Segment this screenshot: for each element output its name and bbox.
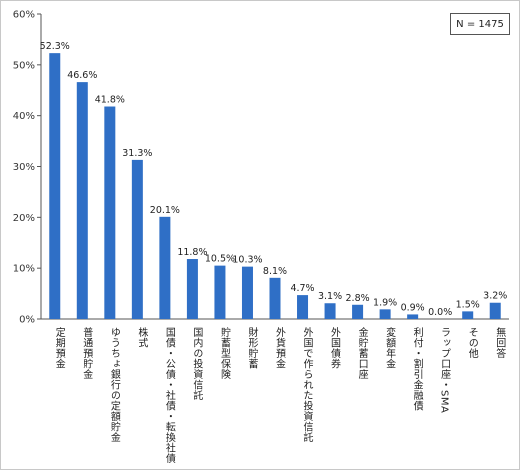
bar-value-label: 10.3% — [232, 255, 262, 266]
category-label: 貯蓄型保険 — [218, 327, 230, 380]
category-label: 財形貯蓄 — [246, 326, 258, 369]
bar-value-label: 46.6% — [67, 70, 97, 81]
bar — [462, 311, 474, 319]
category-label: 金貯蓄口座 — [356, 326, 368, 380]
bar — [379, 309, 391, 319]
bar-value-label: 20.1% — [150, 205, 180, 216]
category-label: 国内の投資信託 — [191, 327, 203, 401]
bar-value-label: 4.7% — [290, 283, 314, 294]
category-label: 外国で作られた投資信託 — [301, 327, 313, 443]
bar — [104, 106, 116, 320]
category-label: 外国債券 — [329, 327, 341, 370]
category-label: 普通預貯金 — [81, 326, 93, 380]
y-tick-label: 0% — [19, 315, 35, 326]
y-tick-label: 10% — [13, 264, 35, 275]
bar-value-label: 10.5% — [205, 254, 235, 265]
sample-size-box: N = 1475 — [450, 13, 510, 35]
bar — [159, 216, 171, 319]
bar-value-label: 11.8% — [177, 247, 207, 258]
category-label: 国債・公債・社債・転換社債 — [163, 327, 175, 464]
category-label: 株式 — [136, 326, 148, 348]
bar-value-label: 3.1% — [318, 291, 342, 302]
bar-value-label: 41.8% — [95, 95, 125, 106]
bar-value-label: 0.0% — [428, 307, 452, 318]
category-label: ラップ口座・SMA — [439, 327, 451, 413]
bars — [49, 53, 501, 320]
category-label: 外貨預金 — [274, 327, 286, 369]
y-tick-label: 60% — [13, 10, 35, 21]
bar-value-label: 52.3% — [40, 41, 70, 52]
category-label: 変額年金 — [384, 326, 396, 369]
bar — [241, 266, 253, 319]
y-tick-label: 50% — [13, 60, 35, 71]
bar — [214, 265, 226, 319]
bar-value-label: 3.2% — [483, 291, 507, 302]
bar — [186, 259, 198, 319]
category-label: 無回答 — [494, 326, 506, 359]
bar-value-label: 31.3% — [122, 148, 152, 159]
bar-value-label: 1.5% — [456, 299, 480, 310]
bar — [76, 82, 88, 319]
bar — [407, 314, 419, 319]
category-label: ゆうちょ銀行の定額貯金 — [108, 327, 120, 443]
labels: 52.3% 定期預金 46.6% 普通預貯金 41.8% ゆうちょ銀行の定額貯金 31.3%… — [40, 41, 508, 464]
bar — [269, 277, 281, 319]
y-tick-label: 40% — [13, 111, 35, 122]
bar — [297, 295, 309, 319]
bar-value-label: 0.9% — [401, 302, 425, 313]
category-label: 利付・割引金融債 — [411, 327, 423, 412]
bar-value-label: 8.1% — [263, 266, 287, 277]
bar — [49, 53, 61, 320]
category-label: その他 — [466, 327, 478, 359]
category-label: 定期預金 — [53, 326, 65, 369]
bar — [489, 302, 501, 319]
bar — [324, 303, 336, 319]
bar — [131, 159, 143, 319]
bar-value-label: 1.9% — [373, 297, 397, 308]
axes: 0% 10% 20% 30% 40% 50% 60% — [13, 10, 509, 326]
y-tick-label: 30% — [13, 162, 35, 173]
bar-value-label: 2.8% — [346, 293, 370, 304]
bar — [352, 304, 364, 319]
y-tick-label: 20% — [13, 213, 35, 224]
